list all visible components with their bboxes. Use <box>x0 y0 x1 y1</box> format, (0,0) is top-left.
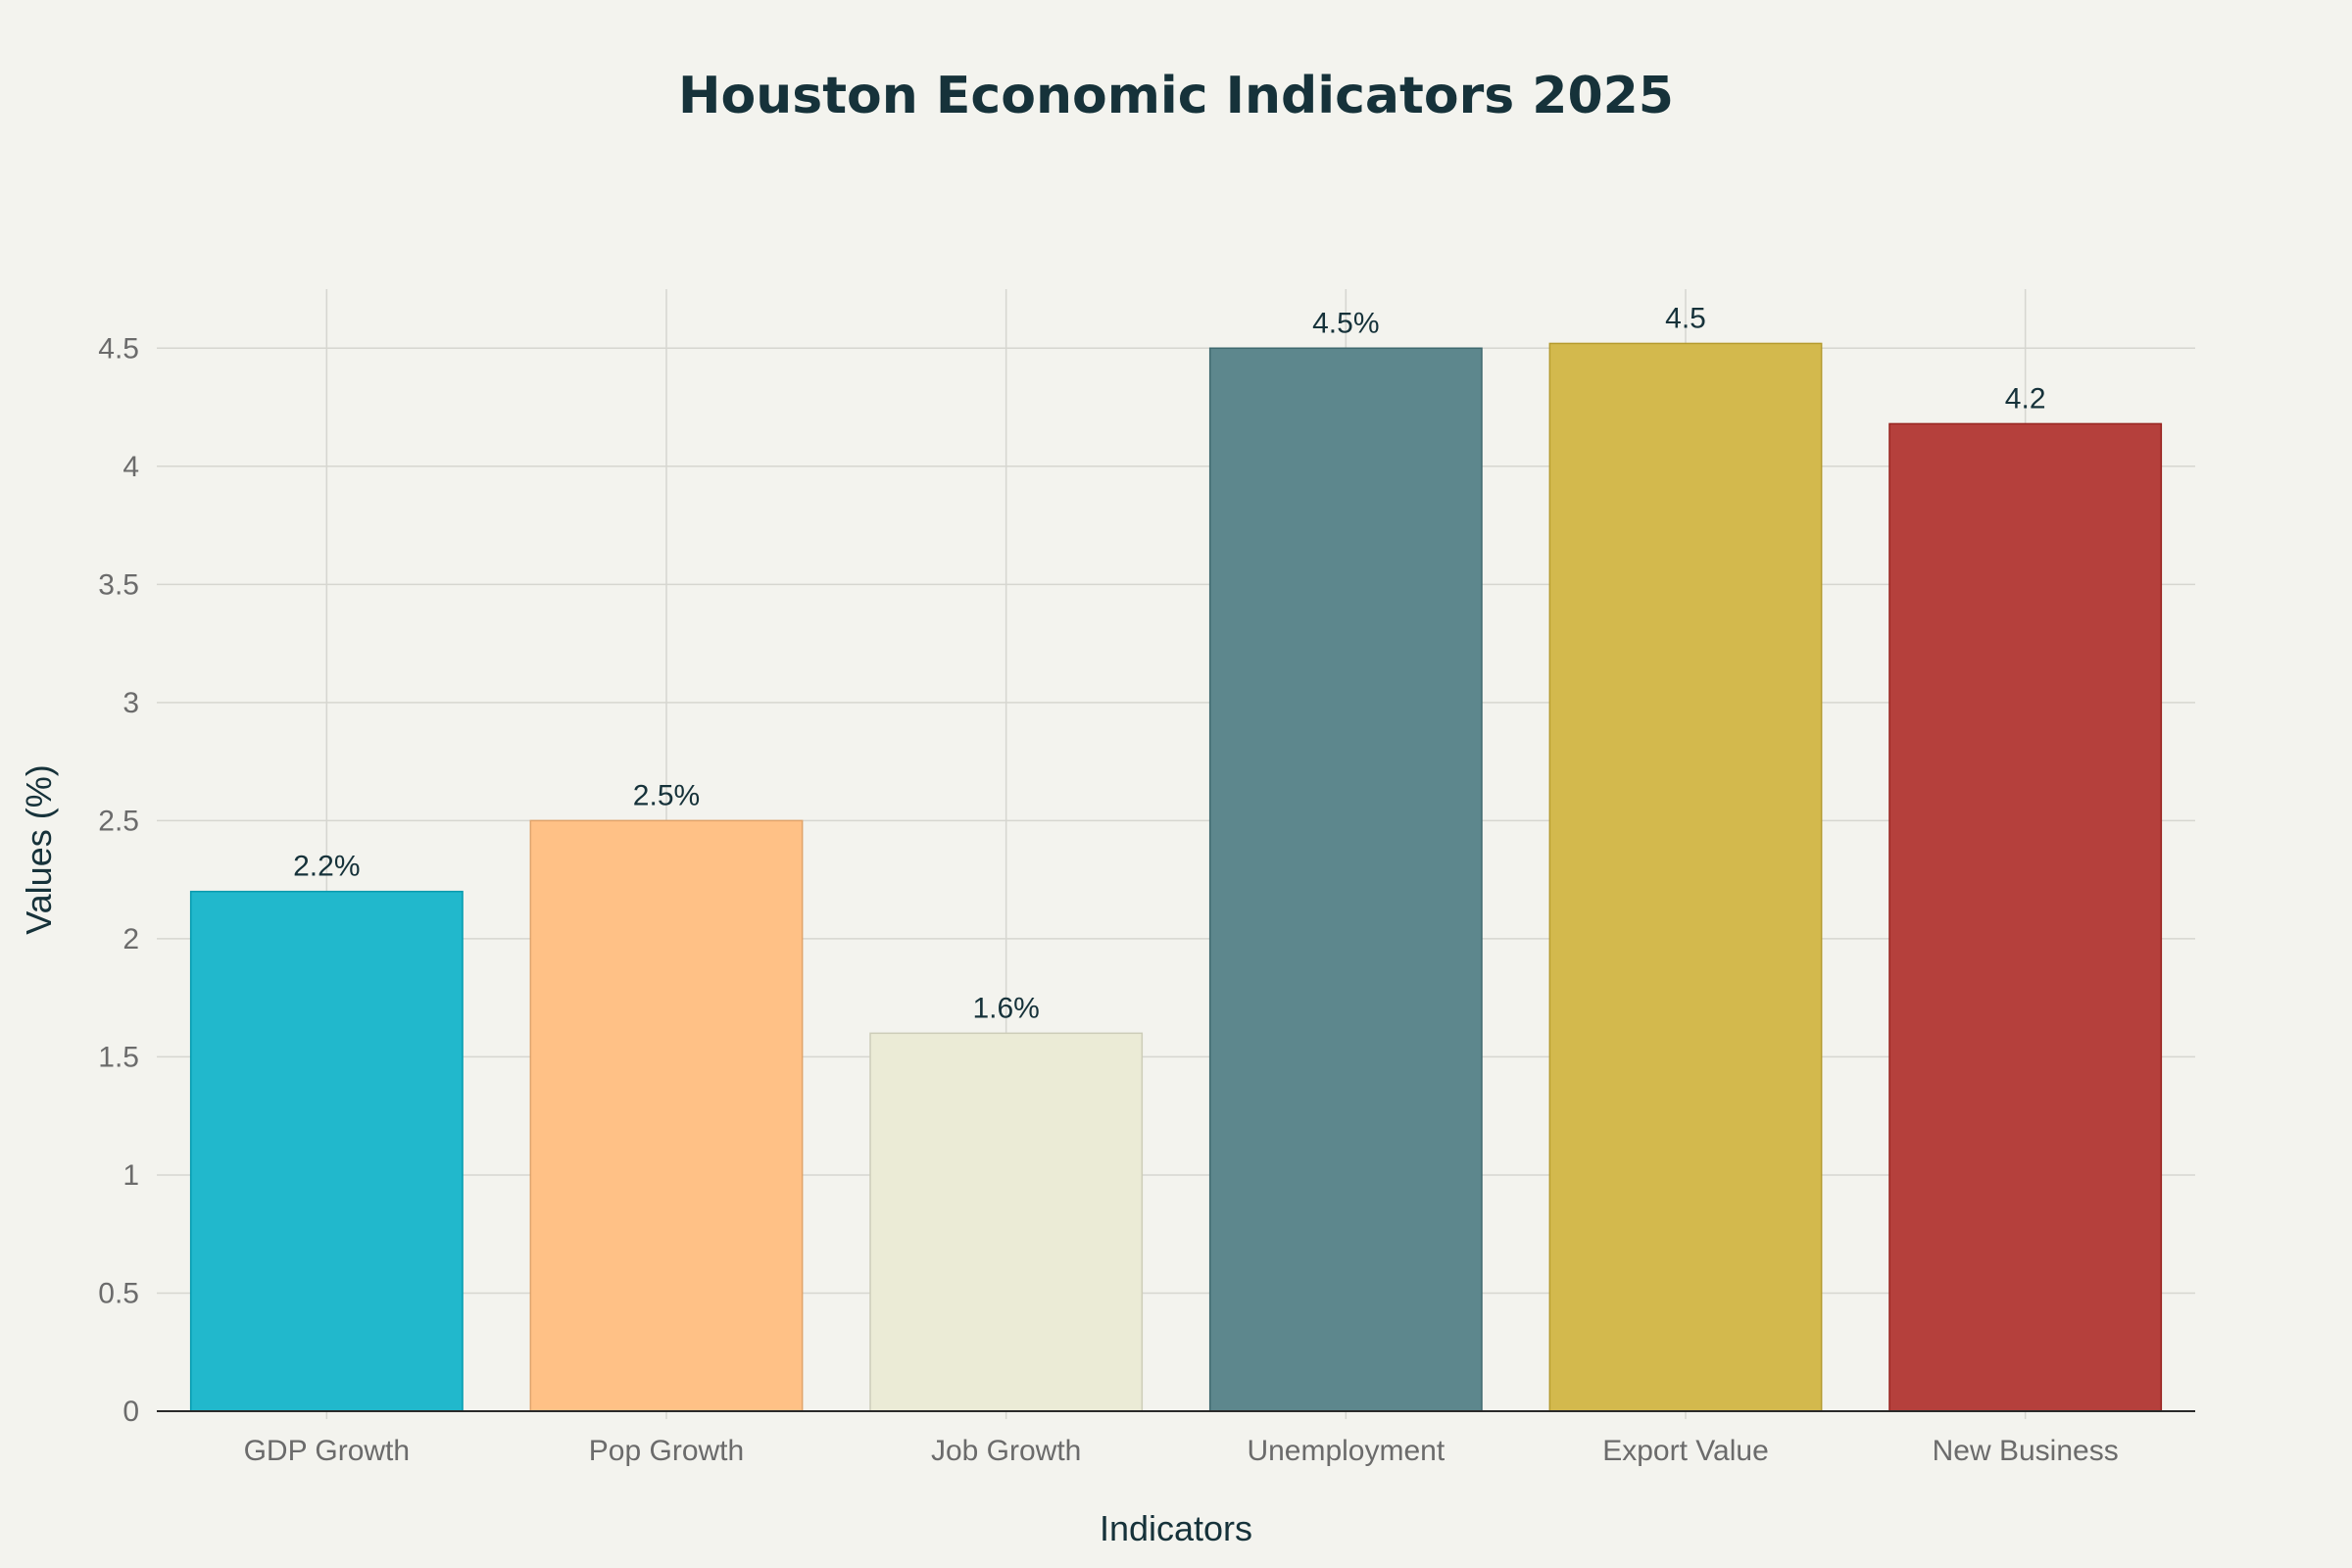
y-tick-label: 2.5 <box>98 805 139 837</box>
y-tick-label: 3.5 <box>98 568 139 601</box>
y-tick-label: 4 <box>122 451 139 483</box>
y-tick-label: 0.5 <box>98 1277 139 1309</box>
bars <box>189 342 2163 1412</box>
x-tick-label: GDP Growth <box>244 1435 411 1467</box>
y-tick-label: 4.5 <box>98 332 139 365</box>
y-axis-ticks: 0 0.5 1 1.5 2 2.5 3 3.5 4 4.5 <box>98 332 139 1428</box>
y-tick-label: 1.5 <box>98 1041 139 1073</box>
x-tick-label: Export Value <box>1602 1435 1769 1467</box>
data-label: 1.6% <box>972 992 1039 1024</box>
bar-pop-growth <box>529 819 804 1412</box>
x-tick-label: New Business <box>1933 1435 2119 1467</box>
x-tick-label: Pop Growth <box>589 1435 744 1467</box>
y-axis-title: Values (%) <box>19 764 59 934</box>
bar-job-growth <box>869 1032 1144 1412</box>
bar-new-business <box>1888 422 2163 1412</box>
x-tick-label: Unemployment <box>1247 1435 1445 1467</box>
bar-export-value <box>1548 342 1823 1412</box>
x-axis-ticks: GDP Growth Pop Growth Job Growth Unemployme… <box>244 1411 2119 1467</box>
bar-gdp-growth <box>189 890 464 1412</box>
y-tick-label: 1 <box>122 1159 139 1192</box>
y-tick-label: 2 <box>122 923 139 956</box>
data-label: 4.2 <box>2005 382 2046 415</box>
data-label: 4.5% <box>1312 307 1379 339</box>
y-tick-label: 3 <box>122 687 139 719</box>
chart-title: Houston Economic Indicators 2025 <box>678 67 1674 125</box>
data-label: 2.2% <box>293 851 360 883</box>
y-tick-label: 0 <box>122 1396 139 1428</box>
x-tick-label: Job Growth <box>931 1435 1081 1467</box>
data-label: 4.5 <box>1665 302 1706 334</box>
bar-unemployment <box>1208 347 1483 1412</box>
x-axis-title: Indicators <box>1100 1508 1252 1548</box>
data-labels: 2.2% 2.5% 1.6% 4.5% 4.5 4.2 <box>293 302 2045 1024</box>
data-label: 2.5% <box>633 779 700 811</box>
